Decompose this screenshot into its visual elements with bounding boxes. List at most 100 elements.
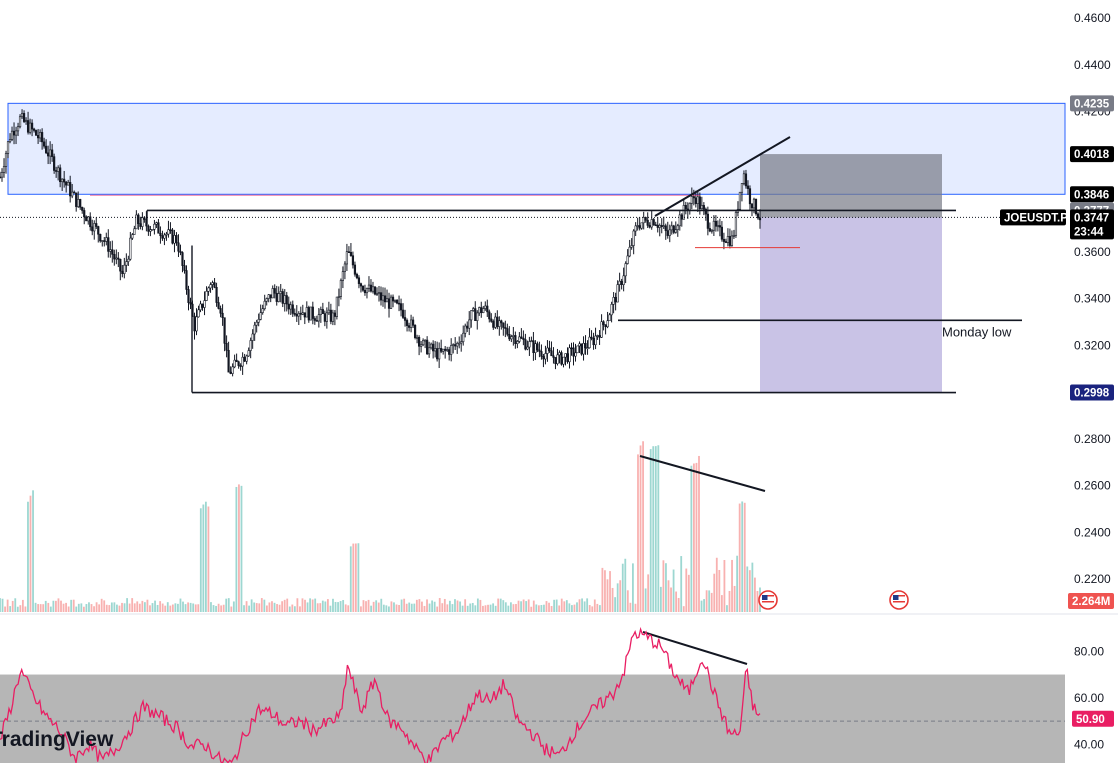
candle[interactable]	[684, 201, 687, 215]
candle[interactable]	[522, 330, 525, 346]
candle[interactable]	[341, 266, 345, 289]
candle[interactable]	[706, 206, 709, 236]
candle[interactable]	[746, 180, 750, 195]
candle[interactable]	[616, 280, 619, 303]
candle[interactable]	[712, 215, 715, 237]
candle[interactable]	[63, 170, 66, 188]
us-flag-event-icon[interactable]	[758, 590, 778, 610]
candle[interactable]	[582, 336, 585, 361]
candle[interactable]	[662, 216, 665, 230]
candle[interactable]	[8, 133, 12, 144]
candle[interactable]	[305, 301, 308, 318]
candle[interactable]	[121, 265, 124, 278]
candle[interactable]	[560, 350, 563, 366]
candle[interactable]	[720, 221, 723, 242]
candle[interactable]	[165, 231, 168, 241]
candle[interactable]	[420, 340, 423, 353]
candle[interactable]	[77, 191, 80, 208]
candle[interactable]	[385, 289, 389, 303]
candle[interactable]	[672, 224, 675, 235]
candle[interactable]	[602, 320, 605, 331]
candle[interactable]	[243, 353, 246, 363]
candle[interactable]	[147, 224, 150, 236]
candle[interactable]	[357, 275, 361, 289]
candle[interactable]	[287, 296, 290, 315]
candle[interactable]	[658, 223, 661, 237]
candle[interactable]	[674, 221, 677, 234]
candle[interactable]	[71, 183, 74, 199]
candle[interactable]	[568, 344, 571, 369]
candle[interactable]	[401, 303, 405, 319]
candle[interactable]	[626, 249, 629, 265]
candle[interactable]	[678, 210, 681, 231]
candle[interactable]	[468, 311, 471, 336]
position-stop-area[interactable]	[760, 154, 942, 218]
candle[interactable]	[355, 272, 359, 280]
candle[interactable]	[129, 231, 132, 261]
candle[interactable]	[470, 310, 473, 328]
candle[interactable]	[303, 312, 306, 325]
candle[interactable]	[536, 341, 539, 353]
candle[interactable]	[604, 324, 607, 335]
candle[interactable]	[4, 150, 8, 174]
candle[interactable]	[297, 311, 300, 326]
candle[interactable]	[544, 345, 547, 365]
candle[interactable]	[590, 330, 593, 341]
candle[interactable]	[299, 306, 302, 321]
candle[interactable]	[550, 341, 553, 357]
candle[interactable]	[518, 332, 521, 344]
candle[interactable]	[530, 336, 533, 343]
rising-trendline[interactable]	[654, 136, 791, 217]
candle[interactable]	[436, 341, 439, 362]
candle[interactable]	[363, 284, 367, 296]
candle[interactable]	[403, 309, 407, 327]
candle[interactable]	[736, 201, 740, 217]
candle[interactable]	[474, 301, 477, 321]
candle[interactable]	[534, 340, 537, 361]
candle[interactable]	[393, 299, 397, 304]
candle[interactable]	[562, 356, 565, 368]
candle[interactable]	[554, 357, 557, 370]
candle[interactable]	[592, 332, 595, 350]
candle[interactable]	[69, 175, 72, 203]
candle[interactable]	[596, 334, 599, 340]
candle[interactable]	[718, 218, 721, 237]
candle[interactable]	[654, 221, 657, 227]
candle[interactable]	[660, 218, 663, 234]
candle[interactable]	[249, 337, 252, 359]
candle[interactable]	[415, 334, 419, 344]
candle[interactable]	[237, 360, 240, 369]
candle[interactable]	[201, 303, 204, 311]
candle[interactable]	[335, 296, 338, 320]
candle[interactable]	[205, 286, 208, 302]
candle[interactable]	[283, 289, 286, 312]
candle[interactable]	[231, 363, 234, 377]
candle[interactable]	[584, 335, 587, 355]
candle[interactable]	[32, 127, 36, 133]
candle[interactable]	[265, 297, 268, 306]
candle[interactable]	[161, 230, 164, 241]
candle[interactable]	[291, 300, 294, 317]
candle[interactable]	[20, 109, 24, 119]
candle[interactable]	[315, 315, 318, 322]
us-flag-event-icon[interactable]	[889, 590, 909, 610]
candle[interactable]	[409, 314, 413, 333]
candle[interactable]	[375, 287, 379, 297]
candle[interactable]	[83, 207, 86, 225]
candle[interactable]	[339, 278, 342, 300]
candle[interactable]	[656, 217, 659, 233]
candle[interactable]	[542, 353, 545, 368]
candle[interactable]	[395, 299, 399, 305]
candle[interactable]	[710, 229, 713, 234]
candle[interactable]	[217, 296, 220, 310]
candle[interactable]	[43, 137, 46, 149]
candle[interactable]	[628, 239, 631, 258]
candle[interactable]	[610, 301, 613, 323]
rsi-line[interactable]	[0, 626, 761, 763]
candle[interactable]	[572, 342, 575, 366]
candle[interactable]	[432, 340, 435, 359]
candle[interactable]	[756, 212, 760, 220]
candle[interactable]	[30, 119, 34, 137]
candle[interactable]	[239, 363, 242, 371]
candle[interactable]	[365, 287, 369, 299]
